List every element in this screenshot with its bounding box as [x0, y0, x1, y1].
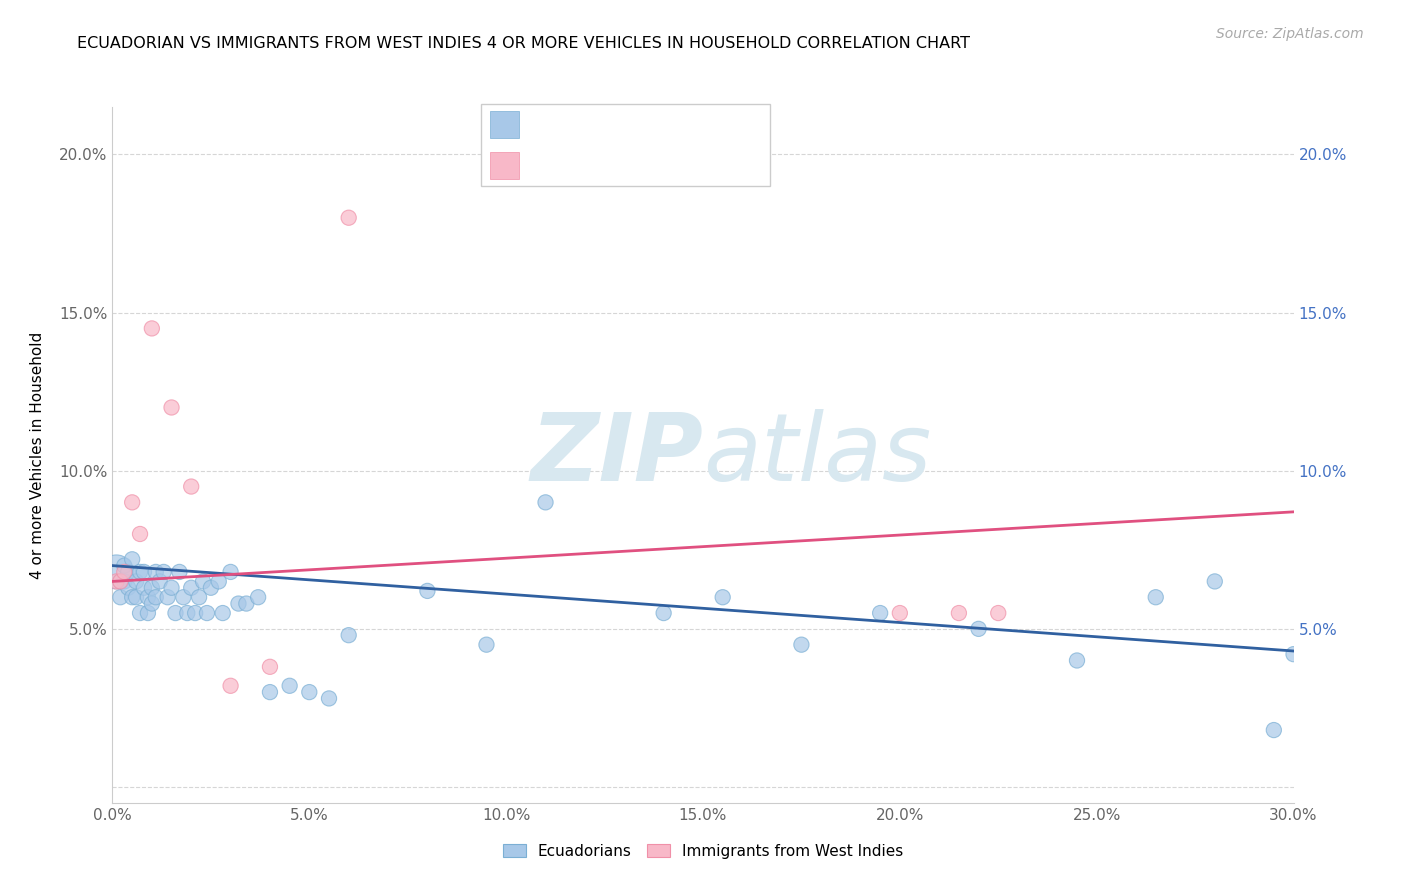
- Point: [318, 691, 340, 706]
- Text: N =: N =: [650, 116, 689, 134]
- Point: [188, 591, 211, 605]
- Point: [172, 591, 194, 605]
- Point: [298, 685, 321, 699]
- Text: Source: ZipAtlas.com: Source: ZipAtlas.com: [1216, 27, 1364, 41]
- Text: 0.110: 0.110: [572, 156, 633, 174]
- Point: [416, 583, 439, 598]
- Text: atlas: atlas: [703, 409, 931, 500]
- Point: [1144, 591, 1167, 605]
- Point: [105, 565, 128, 579]
- Text: ZIP: ZIP: [530, 409, 703, 501]
- Point: [889, 606, 911, 620]
- Point: [160, 401, 183, 415]
- Point: [145, 565, 167, 579]
- Text: ECUADORIAN VS IMMIGRANTS FROM WEST INDIES 4 OR MORE VEHICLES IN HOUSEHOLD CORREL: ECUADORIAN VS IMMIGRANTS FROM WEST INDIE…: [77, 36, 970, 51]
- Point: [652, 606, 675, 620]
- Point: [136, 591, 159, 605]
- Point: [129, 527, 152, 541]
- Point: [211, 606, 233, 620]
- Point: [1282, 647, 1305, 661]
- Point: [987, 606, 1010, 620]
- Text: N =: N =: [650, 156, 689, 174]
- Point: [180, 479, 202, 493]
- Point: [169, 565, 191, 579]
- Point: [112, 574, 135, 589]
- Legend: Ecuadorians, Immigrants from West Indies: Ecuadorians, Immigrants from West Indies: [496, 838, 910, 864]
- Point: [259, 660, 281, 674]
- Point: [200, 581, 222, 595]
- Point: [132, 581, 155, 595]
- Point: [152, 565, 174, 579]
- Point: [117, 581, 139, 595]
- Point: [145, 591, 167, 605]
- Point: [112, 558, 135, 573]
- Point: [247, 591, 270, 605]
- Point: [132, 565, 155, 579]
- Point: [121, 552, 143, 566]
- Point: [141, 581, 163, 595]
- Point: [110, 591, 132, 605]
- Point: [1066, 653, 1088, 667]
- Point: [149, 574, 172, 589]
- Point: [967, 622, 990, 636]
- Point: [711, 591, 734, 605]
- Point: [208, 574, 231, 589]
- Point: [259, 685, 281, 699]
- Point: [165, 606, 187, 620]
- Text: R =: R =: [529, 156, 568, 174]
- FancyBboxPatch shape: [489, 112, 519, 138]
- Point: [184, 606, 207, 620]
- Point: [191, 574, 214, 589]
- Point: [235, 597, 257, 611]
- Point: [141, 597, 163, 611]
- Point: [219, 565, 242, 579]
- FancyBboxPatch shape: [489, 152, 519, 178]
- Point: [105, 574, 128, 589]
- Point: [141, 321, 163, 335]
- Point: [948, 606, 970, 620]
- Text: R =: R =: [529, 116, 568, 134]
- Point: [129, 565, 152, 579]
- Point: [129, 606, 152, 620]
- Point: [228, 597, 250, 611]
- Point: [125, 591, 148, 605]
- Text: -0.118: -0.118: [572, 116, 633, 134]
- Point: [219, 679, 242, 693]
- Point: [534, 495, 557, 509]
- Point: [195, 606, 218, 620]
- Point: [337, 211, 360, 225]
- Y-axis label: 4 or more Vehicles in Household: 4 or more Vehicles in Household: [31, 331, 45, 579]
- Text: 59: 59: [693, 116, 714, 134]
- Point: [136, 606, 159, 620]
- Point: [475, 638, 498, 652]
- Point: [1204, 574, 1226, 589]
- Point: [869, 606, 891, 620]
- FancyBboxPatch shape: [481, 104, 770, 186]
- Point: [160, 581, 183, 595]
- Point: [176, 606, 198, 620]
- Point: [337, 628, 360, 642]
- Point: [278, 679, 301, 693]
- Point: [112, 565, 135, 579]
- Text: 18: 18: [693, 156, 714, 174]
- Point: [1263, 723, 1285, 737]
- Point: [110, 574, 132, 589]
- Point: [121, 591, 143, 605]
- Point: [156, 591, 179, 605]
- Point: [121, 495, 143, 509]
- Point: [180, 581, 202, 595]
- Point: [125, 574, 148, 589]
- Point: [790, 638, 813, 652]
- Point: [117, 565, 139, 579]
- Point: [110, 574, 132, 589]
